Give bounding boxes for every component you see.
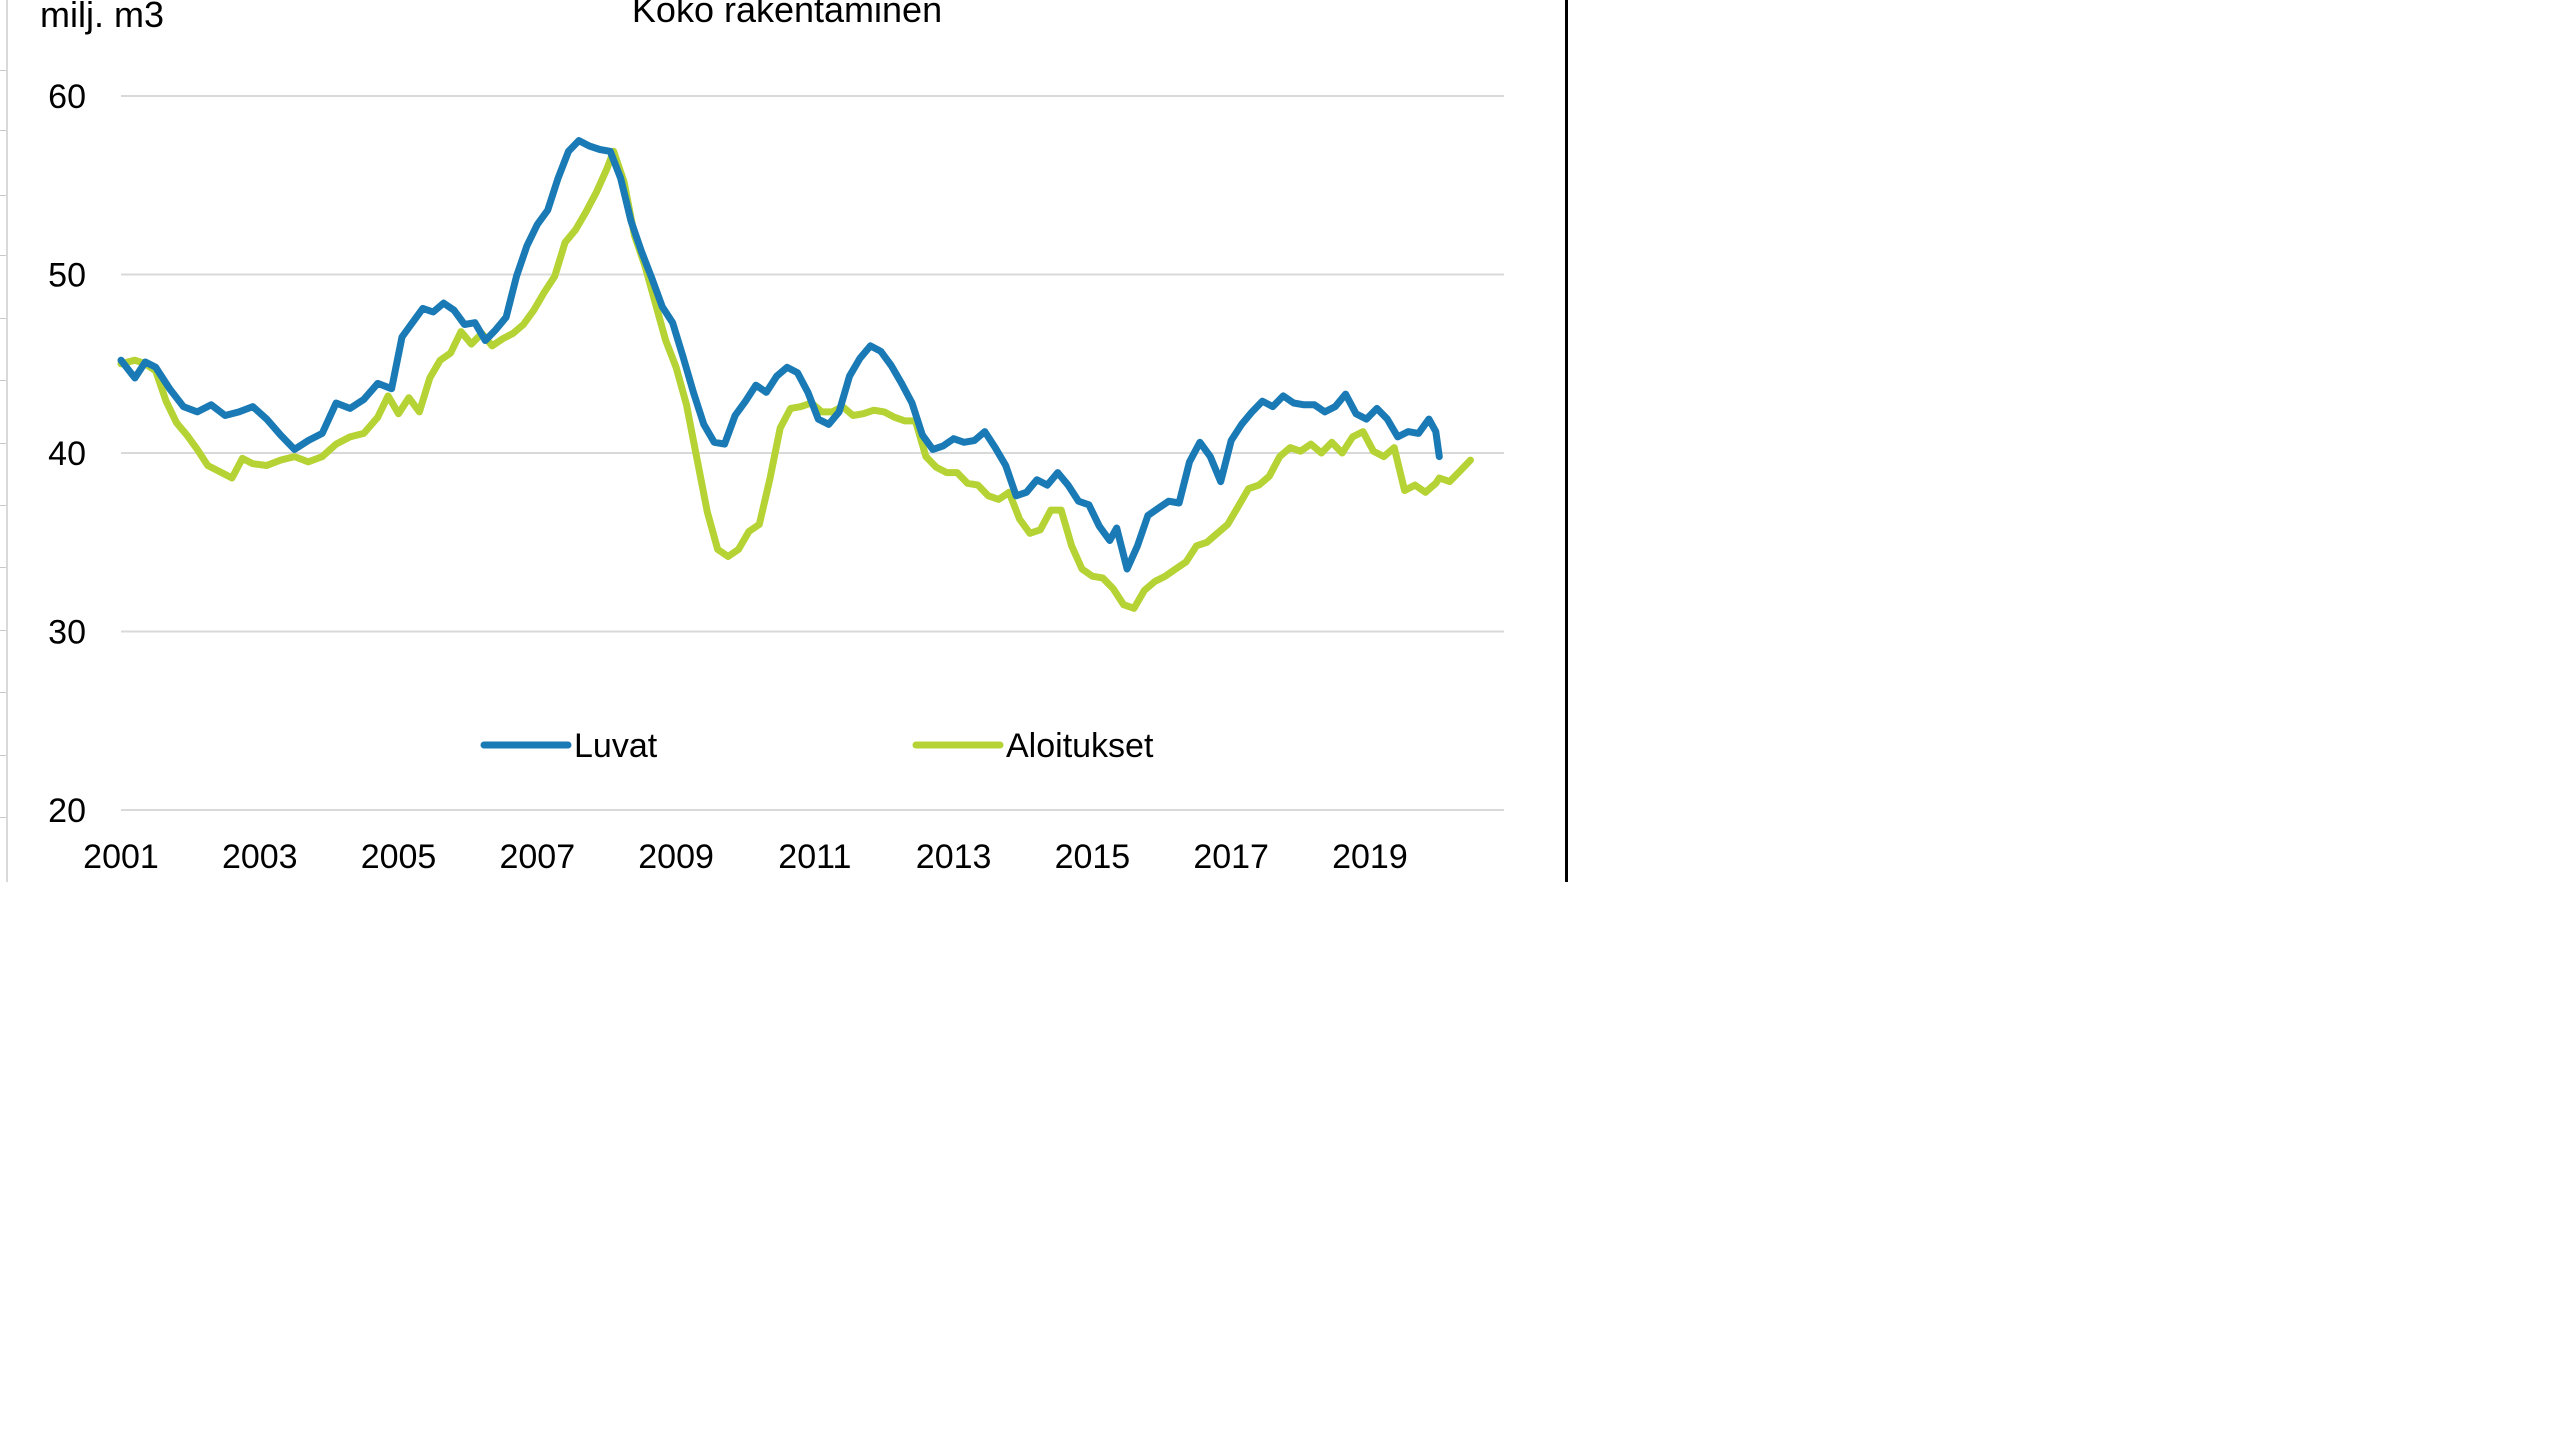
frame-right-border [1565,0,1568,882]
x-tick-label: 2013 [916,838,992,876]
legend-label-aloitukset: Aloitukset [1006,727,1154,765]
frame-tick-mark [0,755,6,756]
frame-left-border [6,0,8,882]
y-tick-label: 60 [48,78,86,116]
frame-tick-mark [0,318,6,319]
x-tick-label: 2007 [499,838,575,876]
frame-tick-mark [0,130,6,131]
x-axis-tick-labels: 2001 2003 2005 2007 2009 2011 2013 2015 2017 2019 [83,838,1408,876]
y-tick-label: 20 [48,792,86,830]
legend: Luvat Aloitukset [480,727,1154,765]
series-lines [117,137,1474,612]
x-tick-label: 2015 [1055,838,1131,876]
frame-tick-mark [0,443,6,444]
frame-tick-mark [0,255,6,256]
line-chart: Koko rakentaminen milj. m3 20 30 40 50 60 20… [40,0,1504,876]
frame-tick-mark [0,195,6,196]
frame-tick-mark [0,567,6,568]
x-tick-label: 2017 [1193,838,1269,876]
frame-tick-mark [0,505,6,506]
x-tick-label: 2005 [361,838,437,876]
y-tick-label: 50 [48,257,86,295]
y-tick-label: 40 [48,435,86,473]
series-line-aloitukset [117,147,1474,612]
frame-tick-mark [0,630,6,631]
frame-tick-mark [0,817,6,818]
x-tick-label: 2009 [638,838,714,876]
legend-label-luvat: Luvat [574,727,658,765]
x-tick-label: 2011 [778,838,851,876]
x-tick-label: 2019 [1332,838,1408,876]
frame-tick-mark [0,70,6,71]
x-tick-label: 2001 [83,838,159,876]
frame-tick-mark [0,380,6,381]
y-axis-tick-labels: 20 30 40 50 60 [48,78,86,830]
chart-title: Koko rakentaminen [632,0,942,30]
x-tick-label: 2003 [222,838,298,876]
y-tick-label: 30 [48,614,86,652]
gridlines [121,95,1504,811]
frame-tick-mark [0,692,6,693]
chart-area: Koko rakentaminen milj. m3 20 30 40 50 60 20… [0,0,1568,882]
series-line-luvat [117,137,1443,573]
y-axis-unit-label: milj. m3 [40,0,164,35]
